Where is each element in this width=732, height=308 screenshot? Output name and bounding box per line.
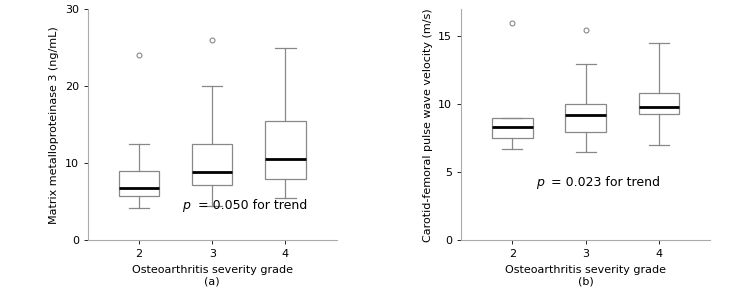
PathPatch shape [265, 121, 305, 179]
PathPatch shape [566, 104, 606, 132]
Y-axis label: Matrix metalloproteinase 3 (ng/mL): Matrix metalloproteinase 3 (ng/mL) [49, 26, 59, 224]
Text: = 0.023 for trend: = 0.023 for trend [547, 176, 660, 189]
Y-axis label: Carotid-femoral pulse wave velocity (m/s): Carotid-femoral pulse wave velocity (m/s… [422, 8, 433, 241]
Text: = 0.050 for trend: = 0.050 for trend [193, 199, 307, 212]
Text: p: p [536, 176, 544, 189]
X-axis label: Osteoarthritis severity grade
(b): Osteoarthritis severity grade (b) [505, 265, 666, 286]
PathPatch shape [119, 171, 159, 196]
X-axis label: Osteoarthritis severity grade
(a): Osteoarthritis severity grade (a) [132, 265, 293, 286]
Text: p: p [182, 199, 190, 212]
PathPatch shape [192, 144, 232, 185]
PathPatch shape [638, 94, 679, 114]
PathPatch shape [493, 118, 532, 138]
